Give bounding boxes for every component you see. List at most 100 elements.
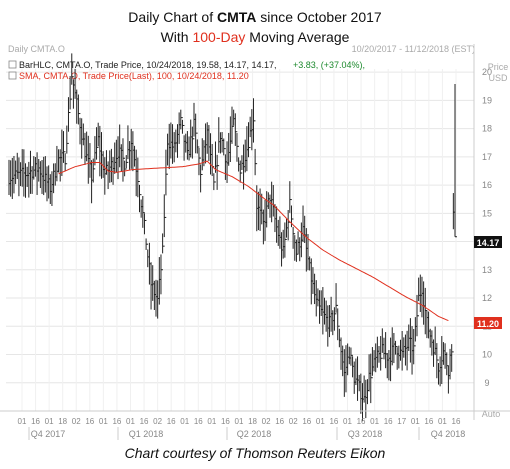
price-bar — [239, 160, 243, 183]
x-tick-label: 02 — [262, 417, 271, 426]
price-bar — [191, 126, 195, 159]
subtitle-suffix: Moving Average — [245, 29, 350, 45]
x-tick-label: 16 — [221, 417, 230, 426]
auto-scale-label[interactable]: Auto — [482, 409, 501, 419]
y-tick-label: 16 — [482, 180, 492, 190]
price-bar — [63, 131, 66, 163]
price-bar — [284, 222, 287, 258]
price-bar — [163, 194, 167, 238]
y-tick-label: 17 — [482, 152, 492, 162]
chart-title-line1: Daily Chart of CMTA since October 2017 — [0, 8, 510, 26]
price-bar — [213, 173, 216, 191]
x-axis: 01 16 01 18 02 16 01 16 01 16 02 16 01 16 01 16 01 18 02 16… — [18, 417, 466, 440]
panel-date-range: 10/20/2017 - 11/12/2018 (EST) — [352, 44, 475, 54]
x-tick-label: 16 — [140, 417, 149, 426]
price-bar — [160, 254, 163, 295]
subtitle-highlight: 100-Day — [192, 29, 246, 45]
x-tick-label: 01 — [438, 417, 447, 426]
price-bar — [77, 94, 81, 125]
x-tick-label: 01 — [411, 417, 420, 426]
price-bar — [165, 149, 168, 196]
price-bar — [125, 155, 129, 169]
price-bar — [380, 336, 383, 371]
last-price-badge — [474, 236, 502, 248]
legend-row-bar: BarHLC, CMTA.O, Trade Price, 10/24/2018,… — [8, 60, 365, 70]
x-tick-label: 01 — [370, 417, 379, 426]
x-tick-label: 02 — [153, 417, 162, 426]
quarter-label: Q4 2018 — [431, 429, 466, 439]
price-bar — [122, 138, 125, 182]
chart-credit: Chart courtesy of Thomson Reuters Eikon — [124, 445, 386, 461]
price-bar — [66, 125, 69, 154]
title-suffix: since October 2017 — [256, 9, 382, 25]
x-tick-label: 01 — [343, 417, 352, 426]
x-tick-label: 01 — [126, 417, 135, 426]
y-tick-label: 18 — [482, 124, 492, 134]
x-tick-label: 16 — [452, 417, 461, 426]
price-axis-title: Price — [488, 62, 509, 72]
y-tick-label: 19 — [482, 95, 492, 105]
y-tick-label: 10 — [482, 350, 492, 360]
price-bar — [454, 83, 457, 238]
x-tick-label: 16 — [194, 417, 203, 426]
price-bar — [223, 138, 226, 156]
y-tick-label: 12 — [482, 293, 492, 303]
x-tick-label: 01 — [99, 417, 108, 426]
price-bar — [180, 109, 183, 130]
x-tick-label: 16 — [424, 417, 433, 426]
price-bar — [335, 283, 339, 313]
price-bars — [8, 53, 457, 422]
price-bar — [413, 328, 416, 365]
price-bar — [69, 76, 73, 110]
price-bar — [236, 133, 239, 162]
price-bar — [287, 209, 291, 241]
y-axis: 91011121314151617181920 — [0, 44, 510, 420]
price-bar — [67, 97, 71, 132]
last-value-labels: 14.17 11.20 — [474, 236, 502, 329]
sma-100-line — [58, 160, 449, 322]
price-bar — [416, 294, 420, 337]
y-tick-label: 20 — [482, 67, 492, 77]
price-bar — [181, 119, 185, 134]
price-bar — [451, 344, 454, 372]
price-bar — [337, 308, 340, 341]
x-tick-label: 16 — [167, 417, 176, 426]
x-tick-label: 16 — [302, 417, 311, 426]
price-bar — [252, 98, 256, 143]
price-bar — [350, 347, 353, 366]
x-tick-label: 01 — [18, 417, 27, 426]
title-prefix: Daily Chart of — [128, 9, 217, 25]
quarter-label: Q3 2018 — [348, 429, 383, 439]
price-bar — [211, 144, 215, 177]
x-tick-label: 18 — [58, 417, 67, 426]
price-bar — [64, 153, 68, 171]
price-bar — [200, 164, 203, 193]
x-tick-label: 01 — [316, 417, 325, 426]
x-tick-label: 16 — [357, 417, 366, 426]
legend-bar-change: +3.83, (+37.04%), — [293, 60, 365, 70]
x-tick-label: 18 — [248, 417, 257, 426]
x-tick-label: 01 — [180, 417, 189, 426]
quarter-label: Q4 2017 — [31, 429, 66, 439]
legend-bar-label: BarHLC, CMTA.O, Trade Price, 10/24/2018,… — [19, 60, 276, 70]
quarter-label: Q2 2018 — [237, 429, 272, 439]
x-tick-label: 01 — [45, 417, 54, 426]
x-tick-label: 16 — [31, 417, 40, 426]
x-tick-label: 01 — [235, 417, 244, 426]
y-tick-label: 13 — [482, 265, 492, 275]
sma-last-badge — [474, 317, 502, 329]
price-bar — [292, 227, 296, 249]
price-bar — [295, 239, 299, 262]
x-tick-label: 02 — [289, 417, 298, 426]
x-tick-label: 16 — [384, 417, 393, 426]
price-bar — [333, 307, 337, 331]
title-ticker: CMTA — [217, 9, 257, 25]
price-bar — [138, 184, 142, 213]
price-bar — [198, 147, 201, 176]
price-bar — [143, 213, 147, 235]
chart-title-line2: With 100-Day Moving Average — [0, 28, 510, 46]
legend-sma-swatch — [8, 71, 17, 80]
panel-name: Daily CMTA.O — [8, 44, 65, 54]
price-bar — [436, 343, 439, 379]
